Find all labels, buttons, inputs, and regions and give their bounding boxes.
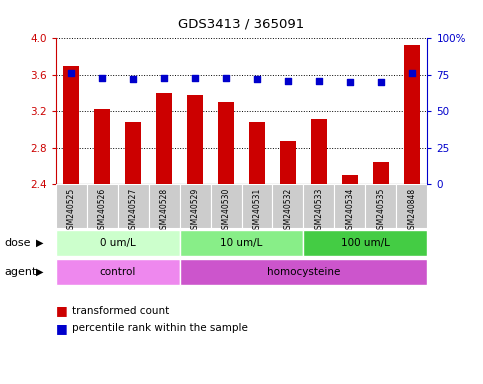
Point xyxy=(129,76,137,82)
Text: transformed count: transformed count xyxy=(72,306,170,316)
Bar xyxy=(156,93,172,184)
Text: GSM240530: GSM240530 xyxy=(222,188,230,234)
Text: ▶: ▶ xyxy=(36,238,44,248)
Text: 0 um/L: 0 um/L xyxy=(99,238,135,248)
Text: percentile rank within the sample: percentile rank within the sample xyxy=(72,323,248,333)
Text: GDS3413 / 365091: GDS3413 / 365091 xyxy=(178,18,305,31)
Bar xyxy=(63,66,79,184)
Text: 10 um/L: 10 um/L xyxy=(220,238,263,248)
Text: GSM240531: GSM240531 xyxy=(253,188,261,234)
Point xyxy=(98,75,106,81)
Point xyxy=(346,79,354,85)
Point xyxy=(284,78,292,84)
Bar xyxy=(280,141,296,184)
Bar xyxy=(342,175,358,184)
Bar xyxy=(303,184,334,228)
Text: GSM240532: GSM240532 xyxy=(284,188,293,234)
Text: homocysteine: homocysteine xyxy=(267,266,340,277)
Text: ■: ■ xyxy=(56,322,71,335)
Point xyxy=(160,75,168,81)
Text: GSM240526: GSM240526 xyxy=(98,188,107,234)
Text: 100 um/L: 100 um/L xyxy=(341,238,390,248)
Text: ▶: ▶ xyxy=(36,266,44,277)
Text: agent: agent xyxy=(5,266,37,277)
Bar xyxy=(180,230,303,256)
Bar xyxy=(366,184,397,228)
Bar xyxy=(180,184,211,228)
Point xyxy=(315,78,323,84)
Bar xyxy=(397,184,427,228)
Bar xyxy=(249,122,265,184)
Bar xyxy=(86,184,117,228)
Bar xyxy=(404,45,420,184)
Bar xyxy=(56,230,180,256)
Text: ■: ■ xyxy=(56,305,71,318)
Point xyxy=(408,70,416,76)
Bar xyxy=(272,184,303,228)
Bar xyxy=(94,109,110,184)
Bar xyxy=(180,259,427,285)
Point xyxy=(253,76,261,82)
Bar xyxy=(149,184,180,228)
Text: control: control xyxy=(99,266,136,277)
Bar xyxy=(125,122,141,184)
Bar xyxy=(56,184,86,228)
Bar xyxy=(373,162,389,184)
Bar xyxy=(211,184,242,228)
Point xyxy=(67,70,75,76)
Bar xyxy=(334,184,366,228)
Bar xyxy=(187,95,203,184)
Text: GSM240534: GSM240534 xyxy=(345,188,355,234)
Text: GSM240529: GSM240529 xyxy=(190,188,199,234)
Text: GSM240525: GSM240525 xyxy=(67,188,75,234)
Text: dose: dose xyxy=(5,238,31,248)
Bar xyxy=(303,230,427,256)
Text: GSM240528: GSM240528 xyxy=(159,188,169,234)
Point xyxy=(191,75,199,81)
Text: GSM240533: GSM240533 xyxy=(314,188,324,234)
Bar xyxy=(311,119,327,184)
Bar xyxy=(56,259,180,285)
Bar xyxy=(242,184,272,228)
Point xyxy=(377,79,385,85)
Bar xyxy=(218,102,234,184)
Text: GSM240535: GSM240535 xyxy=(376,188,385,234)
Bar xyxy=(117,184,149,228)
Text: GSM240848: GSM240848 xyxy=(408,188,416,234)
Point xyxy=(222,75,230,81)
Text: GSM240527: GSM240527 xyxy=(128,188,138,234)
